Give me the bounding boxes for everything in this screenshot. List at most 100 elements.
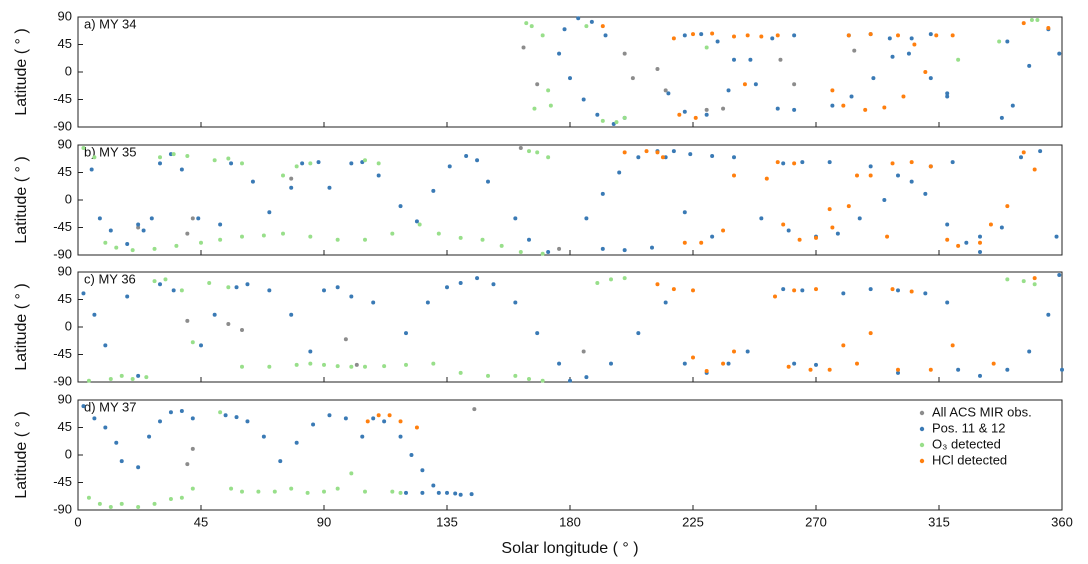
- y-tick-label: -45: [53, 474, 72, 489]
- data-point: [890, 287, 895, 292]
- data-point: [1005, 367, 1010, 372]
- data-point: [868, 32, 873, 37]
- data-point: [999, 225, 1004, 230]
- data-point: [841, 103, 846, 108]
- data-point: [827, 207, 832, 212]
- data-point: [846, 33, 851, 38]
- data-point: [1027, 63, 1032, 68]
- data-point: [855, 173, 859, 178]
- data-point: [557, 51, 562, 56]
- data-point: [513, 300, 518, 305]
- data-point: [179, 409, 184, 413]
- data-point: [956, 243, 961, 248]
- x-tick-label: 45: [194, 514, 208, 529]
- data-point: [103, 343, 108, 348]
- data-point: [226, 285, 231, 290]
- data-point: [486, 179, 490, 184]
- data-point: [398, 434, 403, 439]
- data-point: [732, 155, 736, 160]
- data-point: [630, 76, 635, 81]
- data-point: [748, 57, 753, 62]
- data-point: [404, 490, 408, 495]
- data-point: [671, 36, 676, 41]
- data-point: [245, 282, 250, 287]
- data-point: [595, 281, 600, 285]
- data-point: [431, 361, 436, 366]
- data-point: [365, 419, 370, 424]
- data-point: [458, 235, 463, 240]
- data-point: [152, 246, 157, 251]
- data-point: [745, 33, 750, 38]
- data-point: [890, 161, 895, 166]
- data-point: [978, 234, 982, 239]
- data-point: [671, 149, 676, 154]
- data-point: [92, 312, 97, 317]
- data-point: [513, 216, 518, 221]
- data-point: [909, 160, 914, 165]
- data-point: [398, 204, 403, 209]
- data-point: [223, 413, 228, 418]
- data-point: [781, 287, 786, 292]
- data-point: [775, 106, 780, 111]
- data-point: [158, 161, 162, 166]
- data-point: [721, 106, 726, 111]
- data-point: [404, 362, 408, 367]
- data-point: [814, 362, 818, 367]
- data-point: [196, 216, 201, 221]
- data-point: [218, 237, 223, 242]
- data-point: [491, 282, 496, 287]
- data-point: [896, 173, 900, 178]
- data-point: [786, 228, 791, 233]
- data-point: [535, 331, 540, 336]
- data-point: [289, 176, 294, 181]
- data-point: [671, 287, 676, 292]
- data-point: [786, 364, 791, 369]
- data-point: [923, 191, 928, 196]
- data-point: [390, 231, 395, 236]
- data-point: [322, 288, 326, 293]
- data-point: [179, 495, 184, 500]
- data-point: [158, 419, 162, 424]
- data-point: [945, 91, 950, 96]
- y-tick-label: 45: [58, 291, 72, 306]
- data-point: [86, 378, 91, 383]
- data-point: [988, 222, 993, 227]
- legend-marker: [919, 458, 925, 464]
- data-point: [532, 106, 537, 111]
- data-point: [119, 373, 124, 378]
- data-point: [199, 240, 203, 245]
- data-point: [119, 501, 124, 506]
- data-point: [745, 349, 750, 354]
- data-point: [622, 150, 627, 155]
- y-tick-label: -45: [53, 91, 72, 106]
- data-point: [281, 173, 285, 178]
- data-point: [1019, 155, 1023, 160]
- data-point: [882, 105, 887, 110]
- data-point: [964, 240, 969, 245]
- data-point: [956, 57, 961, 62]
- data-point: [335, 364, 340, 369]
- data-point: [576, 16, 581, 21]
- data-point: [928, 76, 933, 81]
- data-point: [797, 237, 802, 242]
- data-point: [1027, 349, 1032, 354]
- data-point: [732, 34, 736, 39]
- panel-label: b) MY 35: [84, 144, 137, 159]
- data-point: [171, 152, 176, 157]
- data-point: [398, 490, 403, 495]
- data-point: [693, 115, 698, 120]
- data-point: [464, 154, 469, 158]
- data-point: [376, 161, 381, 166]
- legend-label: Pos. 11 & 12: [932, 420, 1005, 435]
- data-point: [622, 51, 627, 56]
- data-point: [557, 246, 562, 251]
- data-point: [584, 24, 589, 29]
- data-point: [581, 349, 586, 354]
- data-point: [584, 216, 589, 221]
- data-point: [1046, 26, 1051, 30]
- y-tick-label: -45: [53, 219, 72, 234]
- data-point: [524, 21, 529, 26]
- data-point: [1035, 18, 1040, 23]
- y-tick-label: -90: [53, 246, 72, 261]
- data-point: [349, 364, 354, 369]
